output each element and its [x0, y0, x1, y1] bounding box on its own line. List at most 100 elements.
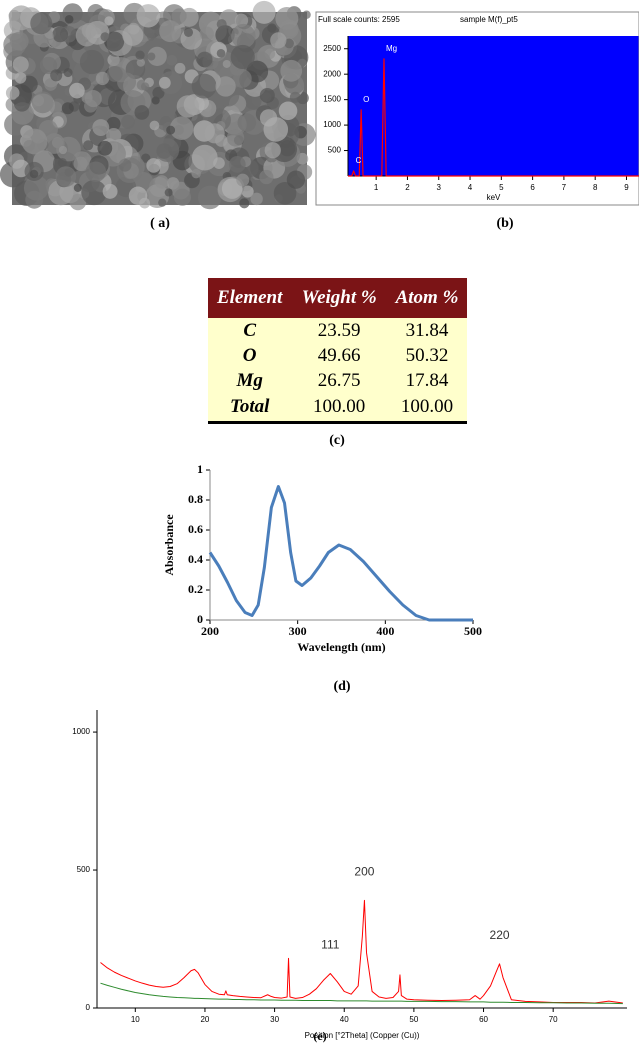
x-tick-label: 3 — [437, 183, 442, 192]
particle — [192, 145, 218, 171]
particle — [82, 23, 97, 38]
figure: ( a) (b) (c) (d) (e) Full scale counts: … — [0, 0, 639, 1047]
particle — [100, 32, 109, 41]
annotation: C — [356, 156, 362, 165]
y-tick-label: 0.2 — [188, 582, 203, 596]
x-axis-label: Wavelength (nm) — [297, 640, 385, 654]
particle — [121, 115, 135, 129]
particle — [259, 170, 273, 184]
particle — [86, 161, 107, 182]
table-row: O49.6650.32 — [208, 343, 467, 368]
particle — [97, 141, 112, 156]
data-line — [100, 983, 622, 1003]
particle — [103, 184, 118, 199]
x-tick-label: 300 — [289, 624, 307, 638]
particle — [10, 32, 29, 51]
y-tick-label: 500 — [77, 865, 91, 874]
particle — [85, 90, 102, 107]
particle — [159, 77, 171, 89]
y-tick-label: 2000 — [323, 69, 341, 78]
table-cell: 26.75 — [291, 368, 387, 393]
data-line — [100, 900, 622, 1003]
particle — [231, 45, 255, 69]
x-axis-label: Position [°2Theta] (Copper (Cu)) — [305, 1031, 420, 1040]
particle — [107, 66, 123, 82]
particle — [155, 175, 169, 189]
particle — [56, 166, 77, 187]
x-tick-label: 50 — [409, 1015, 418, 1024]
particle — [236, 174, 249, 187]
particle — [62, 102, 74, 114]
particle — [14, 95, 30, 111]
y-tick-label: 1000 — [72, 727, 90, 736]
particle — [64, 68, 73, 77]
particle — [229, 156, 246, 173]
x-tick-label: 5 — [499, 183, 504, 192]
particle — [280, 60, 302, 82]
x-tick-label: 8 — [593, 183, 598, 192]
particle — [231, 24, 255, 48]
table-cell: 17.84 — [387, 368, 467, 393]
x-tick-label: 6 — [530, 183, 535, 192]
annotation: 111 — [321, 938, 340, 952]
annotation: Mg — [386, 44, 397, 53]
particle — [30, 12, 52, 34]
particle — [13, 56, 29, 72]
particle — [175, 63, 186, 74]
particle — [166, 126, 175, 135]
particle — [250, 193, 262, 205]
particle — [22, 129, 48, 155]
particle — [287, 171, 305, 189]
table-cell: 49.66 — [291, 343, 387, 368]
particle — [74, 184, 82, 192]
particle — [165, 189, 173, 197]
particle — [191, 169, 200, 178]
y-tick-label: 2500 — [323, 44, 341, 53]
particle — [49, 101, 62, 114]
table-cell: 50.32 — [387, 343, 467, 368]
chart-subtitle: sample M(f)_pt5 — [460, 15, 518, 24]
y-tick-label: 1 — [197, 462, 203, 476]
annotation: 220 — [490, 928, 510, 942]
x-tick-label: 40 — [340, 1015, 349, 1024]
y-tick-label: 500 — [328, 146, 342, 155]
x-tick-label: 500 — [464, 624, 482, 638]
particle — [65, 15, 74, 24]
x-tick-label: 7 — [562, 183, 567, 192]
x-tick-label: 70 — [549, 1015, 558, 1024]
y-tick-label: 0.8 — [188, 492, 203, 506]
y-tick-label: 1500 — [323, 95, 341, 104]
particle — [302, 11, 310, 19]
particle — [215, 76, 235, 96]
table-cell: Mg — [208, 368, 291, 393]
particle — [217, 49, 226, 58]
particle — [263, 117, 288, 142]
particle — [227, 129, 244, 146]
table-header: Element Weight % Atom % — [208, 278, 467, 318]
particle — [174, 189, 191, 206]
x-tick-label: 60 — [479, 1015, 488, 1024]
header-cell: Weight % — [291, 278, 387, 318]
page: ( a) (b) (c) (d) (e) Full scale counts: … — [0, 0, 639, 1047]
particle — [146, 158, 161, 173]
particle — [135, 50, 144, 59]
particle — [279, 102, 298, 121]
x-tick-label: 2 — [405, 183, 410, 192]
y-axis-label: Absorbance — [162, 514, 176, 576]
particle — [200, 26, 214, 40]
x-tick-label: 4 — [468, 183, 473, 192]
particle — [122, 25, 143, 46]
table-row: Mg26.7517.84 — [208, 368, 467, 393]
particle — [223, 60, 231, 68]
particle — [184, 28, 193, 37]
caption: ( a) — [150, 216, 170, 231]
particle — [159, 20, 181, 42]
particle — [83, 140, 93, 150]
x-tick-label: 10 — [131, 1015, 140, 1024]
header-cell: Element — [208, 278, 291, 318]
particle — [260, 88, 275, 103]
particle — [30, 170, 39, 179]
annotation: 200 — [354, 865, 374, 879]
